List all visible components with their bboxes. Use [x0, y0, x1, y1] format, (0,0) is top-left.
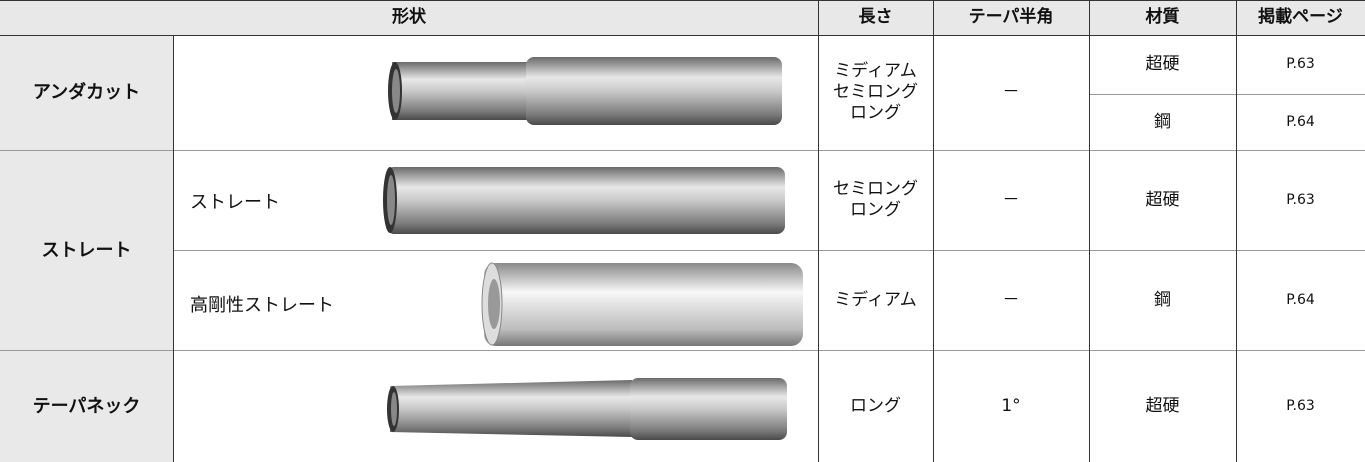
tool-body — [630, 378, 787, 440]
header-cell: 掲載ページ — [1258, 7, 1343, 27]
col-line — [1089, 0, 1090, 462]
material: 鋼 — [1154, 289, 1171, 310]
variant-name: ストレート — [190, 192, 280, 213]
page: P.63 — [1286, 397, 1315, 414]
page: P.63 — [1286, 56, 1315, 72]
header-cell: 長さ — [858, 7, 893, 27]
row-line — [0, 350, 1365, 351]
length: ミディアム — [834, 61, 917, 81]
taper: － — [1002, 289, 1020, 310]
length: ロング — [850, 103, 901, 123]
row-line — [0, 150, 1365, 151]
category: テーパネック — [32, 395, 141, 417]
material: 鋼 — [1154, 111, 1171, 132]
border — [0, 0, 1365, 1]
col-line — [1236, 0, 1237, 462]
tool-body — [526, 57, 782, 125]
page: P.64 — [1286, 291, 1315, 308]
page: P.64 — [1286, 113, 1315, 130]
length-cell: ミディアム セミロング ロング — [818, 35, 933, 150]
taper: － — [1002, 82, 1020, 102]
tool-bore — [391, 392, 397, 426]
length-cell: ミディアム — [818, 250, 933, 350]
tool-body — [392, 62, 532, 120]
length-cell: セミロング ロング — [818, 150, 933, 250]
header-cell: テーパ半角 — [968, 7, 1054, 27]
header-bg — [0, 0, 1365, 35]
row-line — [1089, 94, 1365, 95]
category: アンダカット — [32, 82, 141, 103]
taper: 1° — [1001, 395, 1021, 416]
length: ロング — [850, 200, 901, 220]
material: 超硬 — [1145, 189, 1180, 210]
col-line — [818, 0, 819, 462]
tool-bore — [387, 175, 395, 225]
variant-name: 高剛性ストレート — [190, 295, 334, 316]
category: ストレート — [41, 239, 132, 261]
row-line — [173, 250, 1365, 251]
border — [0, 35, 1365, 36]
length-cell: ロング — [818, 350, 933, 462]
material: 超硬 — [1145, 54, 1180, 74]
header-cell: 形状 — [392, 7, 426, 27]
taper: － — [1002, 189, 1020, 210]
page: P.63 — [1286, 191, 1315, 208]
length: セミロング — [833, 179, 918, 199]
tool-body — [386, 167, 785, 234]
col-line — [933, 0, 934, 462]
length: ロング — [850, 395, 901, 416]
tool-body — [484, 263, 803, 346]
material: 超硬 — [1145, 395, 1180, 416]
tool-bore — [392, 69, 400, 113]
category-bg — [0, 35, 173, 462]
col-line — [173, 35, 174, 462]
length: ミディアム — [834, 289, 917, 310]
tool-body — [390, 380, 632, 437]
tool-bore — [488, 279, 500, 329]
length: セミロング — [833, 82, 918, 102]
header-cell: 材質 — [1145, 7, 1180, 27]
